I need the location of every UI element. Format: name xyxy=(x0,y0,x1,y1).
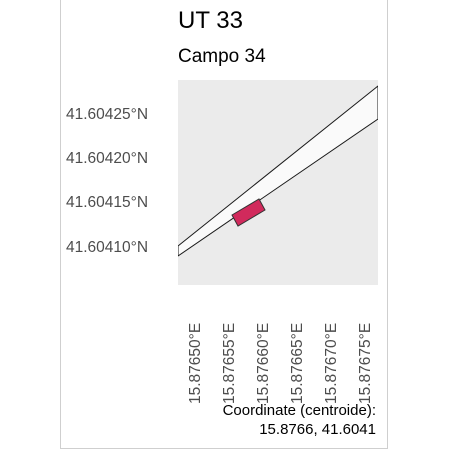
road-strip xyxy=(178,85,378,257)
x-tick-label: 15.87670°E xyxy=(323,322,340,404)
map-svg xyxy=(178,80,378,285)
map-panel xyxy=(178,80,378,285)
x-tick-label: 15.87665°E xyxy=(289,322,306,404)
x-tick-label: 15.87655°E xyxy=(221,322,238,404)
y-tick-label: 41.60420°N xyxy=(66,150,149,167)
x-tick-label: 15.87675°E xyxy=(357,322,374,404)
y-tick-label: 41.60415°N xyxy=(66,194,149,211)
parcel-polygon[interactable] xyxy=(231,198,266,227)
centroid-value: 15.8766, 41.6041 xyxy=(259,421,376,438)
y-tick-label: 41.60425°N xyxy=(66,106,149,123)
page-subtitle: Campo 34 xyxy=(178,46,266,67)
page-title: UT 33 xyxy=(178,7,243,34)
y-tick-label: 41.60410°N xyxy=(66,239,149,256)
x-tick-label: 15.87650°E xyxy=(187,322,204,404)
x-tick-label: 15.87660°E xyxy=(255,322,272,404)
centroid-caption: Coordinate (centroide): xyxy=(222,402,376,419)
